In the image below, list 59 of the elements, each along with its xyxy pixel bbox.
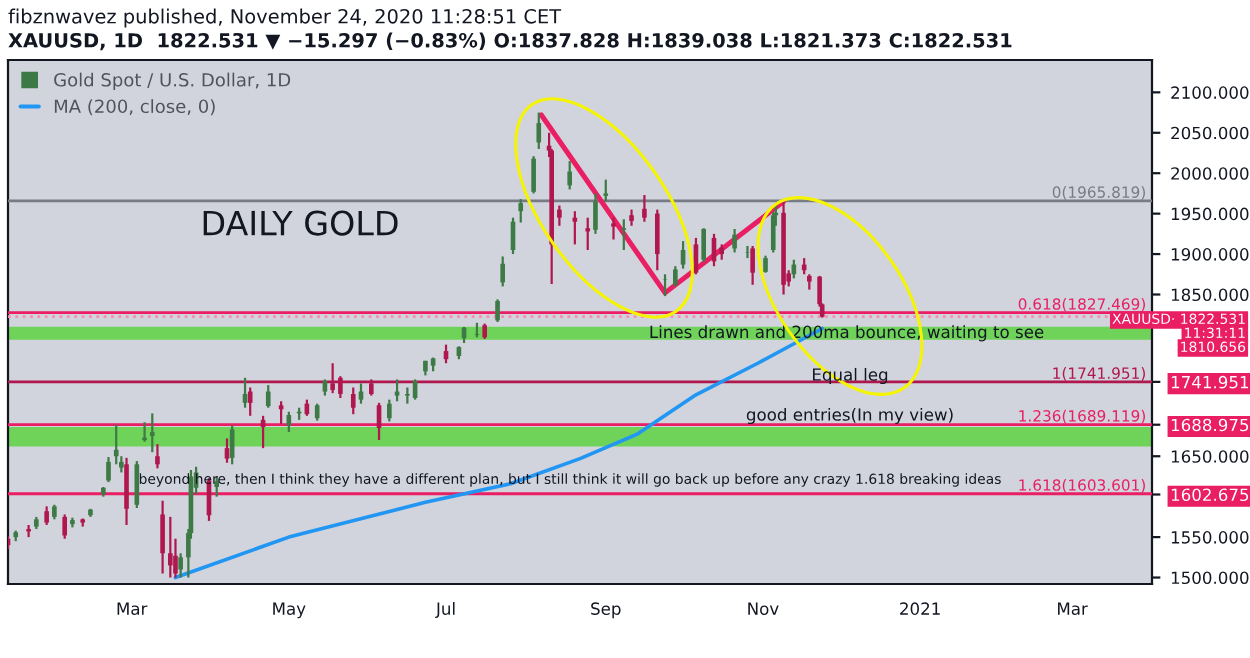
- candlestick: [168, 515, 173, 579]
- candlestick: [531, 155, 536, 195]
- y-tick-label: 2050.000: [1171, 126, 1249, 140]
- candlestick: [593, 192, 598, 235]
- candlestick: [286, 410, 292, 434]
- candlestick: [732, 227, 737, 254]
- candlestick: [536, 111, 542, 151]
- candlestick: [654, 208, 660, 272]
- candlestick: [500, 255, 506, 288]
- candlestick: [224, 437, 230, 464]
- y-tick-label: 1650.000: [1171, 450, 1249, 463]
- candlestick: [106, 455, 111, 484]
- candlestick: [642, 193, 647, 223]
- y-tick-label: 1741.951: [1171, 375, 1249, 389]
- candlestick: [567, 159, 573, 191]
- candlestick: [611, 216, 616, 241]
- candlestick: [495, 298, 500, 324]
- chart-subtitle: XAUUSD, 1D 1822.531 ▼ −15.297 (−0.83%) O:1837.828 H:1839.038 L:1821.373 C:1822.531: [8, 32, 1012, 51]
- legend-label: Gold Spot / U.S. Dollar, 1D: [54, 72, 291, 91]
- candlestick: [621, 218, 627, 252]
- y-tick-label: 1550.000: [1171, 531, 1249, 544]
- candlestick: [387, 398, 392, 423]
- candlestick: [518, 197, 524, 224]
- annotation: DAILY GOLD: [203, 210, 398, 236]
- x-tick-label: 2021: [900, 602, 940, 615]
- y-tick-label: 1688.975: [1171, 418, 1249, 432]
- candlestick: [350, 386, 356, 416]
- chart-title: fibznwavez published, November 24, 2020 11:28:51 CET: [8, 8, 562, 28]
- candlestick: [265, 383, 271, 409]
- y-tick-label: 2100.000: [1171, 86, 1249, 99]
- y-tick-label: 1850.000: [1171, 288, 1249, 302]
- legend-label: MA (200, close, 0): [54, 99, 215, 116]
- candlestick: [603, 178, 609, 203]
- candlestick: [750, 244, 755, 286]
- x-tick-label: Jul: [435, 602, 455, 619]
- candlestick: [124, 456, 129, 527]
- candlestick: [673, 265, 678, 288]
- x-tick-label: Mar: [117, 602, 148, 615]
- y-tick-label: 1500.000: [1171, 571, 1249, 585]
- y-tick-label: 1950.000: [1171, 207, 1249, 221]
- x-tick-label: Mar: [1058, 602, 1088, 615]
- annotation: good entries(In my view): [746, 407, 953, 425]
- candlestick: [149, 412, 155, 454]
- candlestick: [247, 386, 253, 417]
- candlestick: [62, 513, 67, 540]
- candlestick: [44, 505, 49, 527]
- candlestick: [113, 423, 119, 466]
- x-tick-label: Nov: [748, 602, 779, 615]
- candlestick: [585, 216, 591, 252]
- candlestick: [142, 421, 147, 443]
- y-tick-label: 1900.000: [1171, 248, 1249, 261]
- candlestick: [701, 227, 706, 264]
- y-tick-label: 2000.000: [1171, 167, 1249, 180]
- candlestick: [155, 442, 160, 470]
- candlestick: [178, 552, 183, 579]
- candlestick: [160, 499, 165, 575]
- x-tick-label: Sep: [591, 602, 621, 619]
- x-tick-label: May: [273, 602, 306, 619]
- y-tick-label: 1602.675: [1171, 488, 1249, 502]
